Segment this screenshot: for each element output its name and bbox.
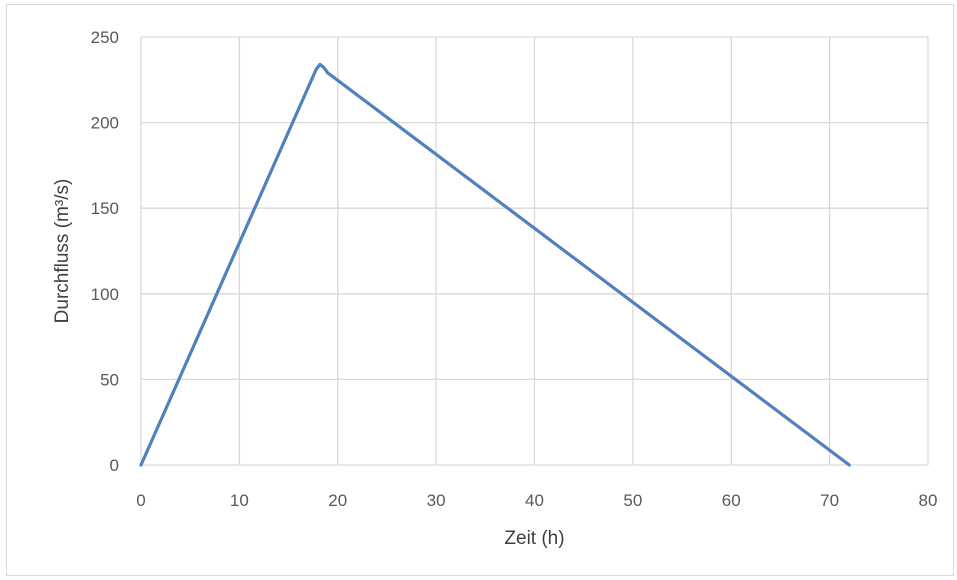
x-tick-label: 80 bbox=[919, 491, 938, 510]
series-line bbox=[139, 62, 851, 467]
y-axis-ticks: 0 50 100 150 200 250 bbox=[91, 28, 119, 475]
x-tick-label: 50 bbox=[623, 491, 642, 510]
series-layer bbox=[139, 62, 851, 467]
x-axis-ticks: 0 10 20 30 40 50 60 70 80 bbox=[136, 491, 937, 510]
y-axis-title: Durchfluss (m³/s) bbox=[52, 179, 73, 324]
x-tick-label: 30 bbox=[427, 491, 446, 510]
x-tick-label: 0 bbox=[136, 491, 145, 510]
x-tick-label: 20 bbox=[328, 491, 347, 510]
x-tick-label: 70 bbox=[820, 491, 839, 510]
y-tick-label: 50 bbox=[100, 370, 119, 389]
x-axis-title: Zeit (h) bbox=[504, 528, 564, 549]
x-tick-label: 40 bbox=[525, 491, 544, 510]
grid bbox=[140, 36, 929, 466]
y-tick-label: 100 bbox=[91, 285, 119, 304]
y-tick-label: 200 bbox=[91, 114, 119, 133]
x-tick-label: 10 bbox=[230, 491, 249, 510]
y-tick-label: 150 bbox=[91, 199, 119, 218]
x-tick-label: 60 bbox=[722, 491, 741, 510]
chart-frame bbox=[6, 4, 954, 576]
y-tick-label: 0 bbox=[110, 456, 119, 475]
y-tick-label: 250 bbox=[91, 28, 119, 47]
